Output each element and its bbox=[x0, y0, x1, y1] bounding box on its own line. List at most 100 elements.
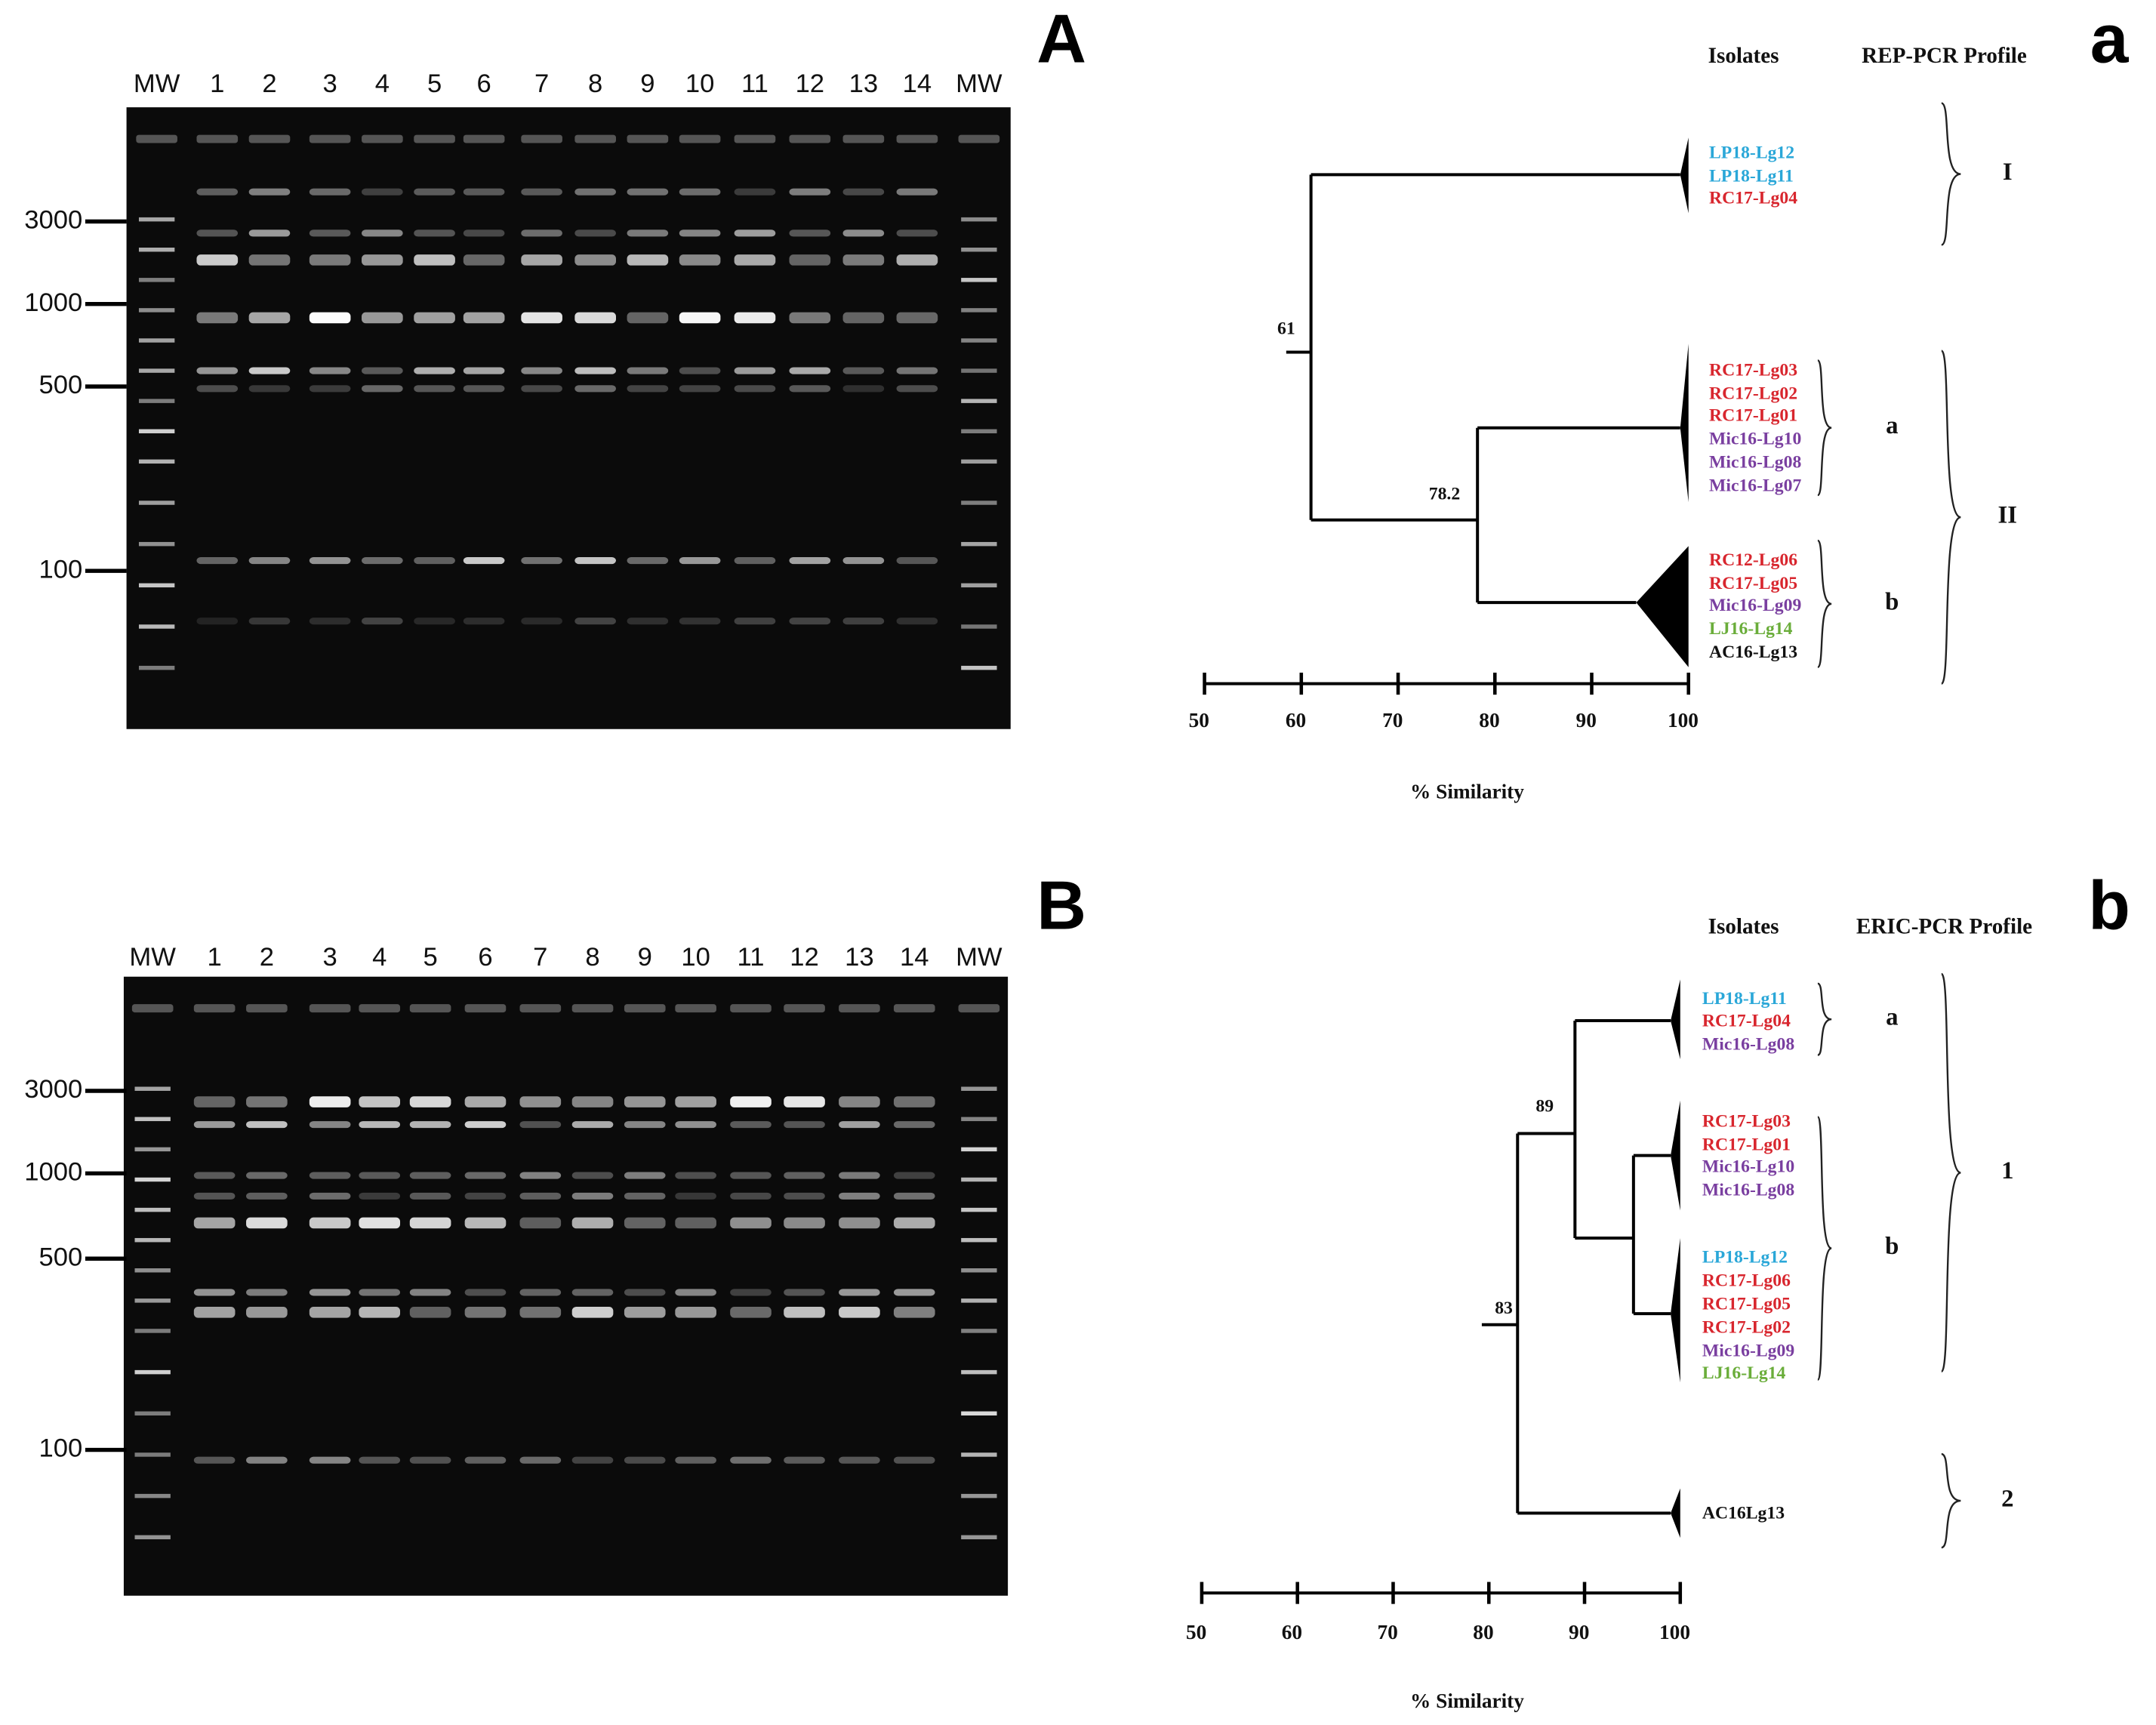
well bbox=[196, 134, 239, 143]
panel-label: B bbox=[1036, 867, 1086, 944]
sub-profile: a bbox=[1886, 1004, 1898, 1031]
band bbox=[789, 312, 831, 324]
band bbox=[624, 1096, 666, 1107]
well bbox=[362, 134, 403, 143]
band bbox=[193, 1217, 236, 1229]
band bbox=[246, 1289, 288, 1296]
ladder-band bbox=[961, 501, 997, 505]
well bbox=[193, 1004, 236, 1013]
band bbox=[359, 1192, 401, 1200]
band bbox=[464, 1217, 507, 1229]
isolate: Mic16-Lg10 bbox=[1702, 1157, 1794, 1176]
brace bbox=[1940, 972, 1961, 1372]
marker-label: 500 bbox=[39, 371, 83, 399]
ladder-band bbox=[961, 217, 997, 222]
band bbox=[521, 229, 562, 237]
ladder-band bbox=[961, 1535, 997, 1540]
band bbox=[730, 1096, 772, 1107]
marker-label: 100 bbox=[39, 1434, 83, 1463]
isolate: RC17-Lg05 bbox=[1709, 574, 1797, 593]
band bbox=[679, 367, 721, 374]
band bbox=[362, 618, 403, 625]
lane-label: 13 bbox=[845, 943, 873, 972]
lane-label: 7 bbox=[533, 943, 547, 972]
ladder-band bbox=[134, 1237, 171, 1243]
ladder-band bbox=[138, 583, 175, 588]
band bbox=[571, 1192, 614, 1200]
band bbox=[571, 1307, 614, 1318]
band bbox=[359, 1096, 401, 1107]
band bbox=[309, 367, 351, 374]
isolate: Mic16-Lg09 bbox=[1702, 1341, 1794, 1361]
band bbox=[784, 1289, 825, 1296]
band bbox=[627, 367, 669, 374]
isolate: LP18-Lg12 bbox=[1709, 143, 1794, 163]
band bbox=[193, 1172, 236, 1179]
well bbox=[359, 1004, 401, 1013]
ladder-band bbox=[134, 1493, 171, 1499]
tick-label: 80 bbox=[1473, 1621, 1493, 1643]
band bbox=[196, 556, 239, 565]
gel-a bbox=[126, 107, 1011, 729]
ladder-band bbox=[961, 1237, 997, 1243]
band bbox=[734, 556, 776, 565]
band bbox=[246, 1456, 288, 1464]
ladder-band bbox=[134, 1117, 171, 1122]
band bbox=[789, 188, 831, 196]
lane-label: MW bbox=[129, 943, 176, 972]
band bbox=[574, 367, 616, 374]
band bbox=[893, 1289, 935, 1296]
panel-label: A bbox=[1036, 1, 1086, 77]
sub-profile: b bbox=[1885, 1233, 1899, 1260]
band bbox=[679, 385, 721, 393]
band bbox=[196, 618, 239, 625]
band bbox=[521, 385, 562, 393]
band bbox=[896, 254, 938, 266]
brace bbox=[1940, 350, 1961, 685]
ladder-band bbox=[961, 429, 997, 433]
band bbox=[463, 618, 505, 625]
well bbox=[679, 134, 721, 143]
band bbox=[309, 1121, 351, 1129]
isolate: Mic16-Lg08 bbox=[1702, 1034, 1794, 1054]
ladder-band bbox=[134, 1329, 171, 1333]
band bbox=[679, 188, 721, 196]
ladder-band bbox=[961, 1268, 997, 1273]
band bbox=[624, 1217, 666, 1229]
ladder-band bbox=[961, 1207, 997, 1212]
lane-label: 13 bbox=[849, 69, 878, 98]
band bbox=[624, 1289, 666, 1296]
ladder-band bbox=[138, 278, 175, 282]
lane-label: 3 bbox=[323, 69, 337, 98]
band bbox=[196, 254, 239, 266]
tick-label: 70 bbox=[1382, 709, 1403, 732]
band bbox=[362, 385, 403, 393]
well bbox=[464, 1004, 507, 1013]
band bbox=[409, 1096, 451, 1107]
band bbox=[309, 1217, 351, 1229]
band bbox=[521, 254, 562, 266]
band bbox=[309, 229, 351, 237]
band bbox=[679, 618, 721, 625]
well bbox=[784, 1004, 825, 1013]
band bbox=[414, 188, 455, 196]
band bbox=[309, 385, 351, 393]
band bbox=[789, 556, 831, 565]
lane-label: 2 bbox=[260, 943, 274, 972]
band bbox=[519, 1096, 562, 1107]
band bbox=[789, 367, 831, 374]
band bbox=[248, 556, 291, 565]
band bbox=[193, 1456, 236, 1464]
isolate: RC17-Lg04 bbox=[1709, 189, 1797, 208]
ladder-band bbox=[138, 541, 175, 547]
isolate: RC17-Lg05 bbox=[1702, 1295, 1791, 1314]
band bbox=[893, 1096, 935, 1107]
ladder-band bbox=[961, 338, 997, 343]
band bbox=[464, 1121, 507, 1129]
brace bbox=[1816, 1116, 1832, 1381]
band bbox=[248, 254, 291, 266]
band bbox=[627, 312, 669, 324]
band bbox=[896, 556, 938, 565]
collapsed-clade bbox=[1680, 137, 1689, 214]
